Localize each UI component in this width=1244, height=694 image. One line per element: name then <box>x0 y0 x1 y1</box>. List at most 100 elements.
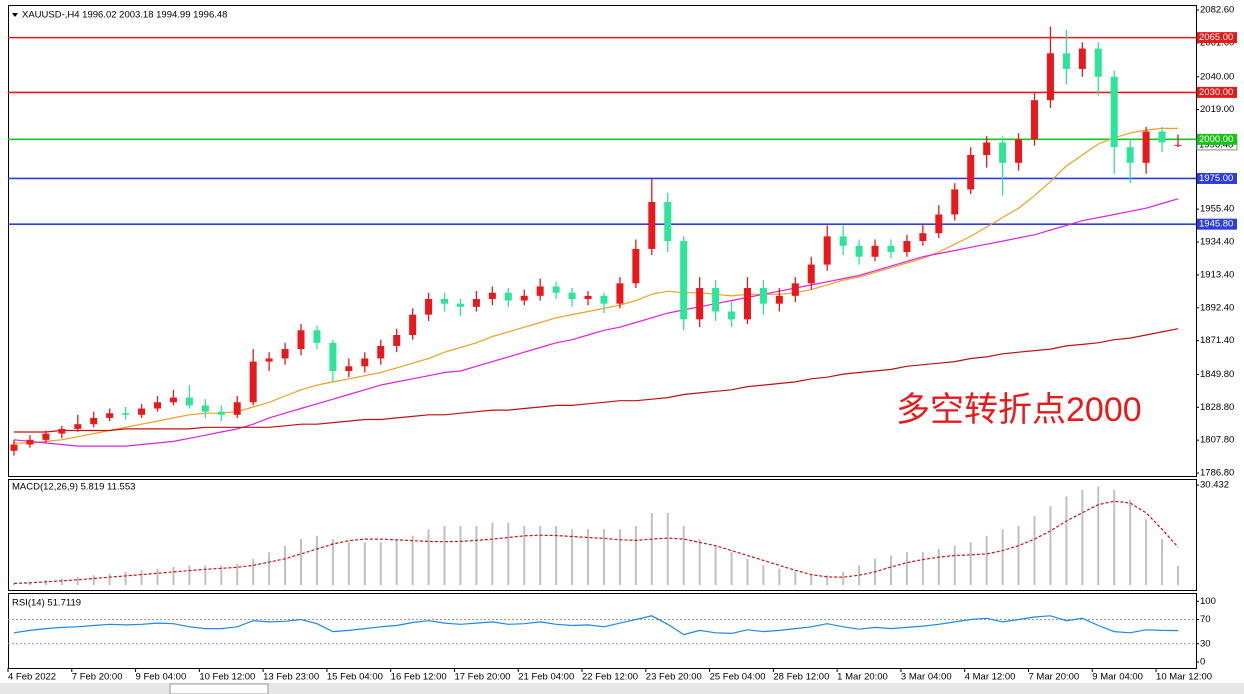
y-tick-label: 1913.40 <box>1200 269 1234 280</box>
candle-body <box>345 366 353 371</box>
level-tag <box>1197 32 1237 44</box>
level-label: 1975.00 <box>1199 173 1233 184</box>
candle-body <box>919 233 927 242</box>
candle-body <box>409 314 417 335</box>
candle-body <box>951 189 959 215</box>
candle-body <box>855 245 863 257</box>
candle-body <box>1158 131 1166 143</box>
candle-body <box>74 424 82 429</box>
y-tick-label: 100 <box>1200 596 1216 607</box>
candle-body <box>632 248 640 284</box>
candle-body <box>265 358 273 362</box>
candle-body <box>472 298 480 307</box>
candle-body <box>1046 53 1054 101</box>
indicator-line <box>13 500 1179 584</box>
rsi-panel <box>8 593 1197 669</box>
x-tick-label: 7 Mar 20:00 <box>1028 672 1079 683</box>
candle-body <box>488 292 496 299</box>
candle-body <box>313 330 321 343</box>
y-tick-label: 70 <box>1200 614 1211 625</box>
candle-body <box>1142 131 1150 163</box>
main-panel <box>8 5 1197 477</box>
y-tick-label: 2040.00 <box>1200 71 1234 82</box>
level-label: 2065.00 <box>1199 32 1233 43</box>
candle-body <box>807 264 815 284</box>
indicator-line <box>13 615 1179 636</box>
macd-title: MACD(12,26,9) 5.819 11.553 <box>12 482 135 493</box>
candle-body <box>823 236 831 265</box>
y-tick-label: 1807.80 <box>1200 435 1234 446</box>
y-tick-label: 30 <box>1200 638 1211 649</box>
y-tick-label: 1786.80 <box>1200 468 1234 479</box>
x-tick-label: 25 Feb 04:00 <box>710 672 766 683</box>
indicator-line <box>14 127 1178 444</box>
y-tick-label: 1828.80 <box>1200 402 1234 413</box>
level-tag <box>1197 133 1237 145</box>
candle-body <box>536 286 544 296</box>
candle-body <box>138 408 146 415</box>
candle-body <box>935 214 943 234</box>
tab-strip <box>0 683 1244 694</box>
x-tick-label: 23 Feb 20:00 <box>646 672 702 683</box>
candle-body <box>361 358 369 367</box>
main-title: XAUUSD-,H4 1996.02 2003.18 1994.99 1996.… <box>22 10 227 21</box>
candle-body <box>122 413 130 415</box>
x-tick-label: 16 Feb 12:00 <box>391 672 447 683</box>
candle-body <box>90 417 98 425</box>
candle-body <box>393 334 401 346</box>
level-tag <box>1197 218 1237 230</box>
candle-body <box>664 201 672 242</box>
candle-body <box>201 405 209 412</box>
candle-body <box>10 444 18 451</box>
x-tick-label: 4 Mar 12:00 <box>965 672 1016 683</box>
candle-body <box>1094 48 1102 77</box>
level-tag <box>1197 172 1237 184</box>
candle-body <box>967 154 975 190</box>
x-tick-label: 13 Feb 23:00 <box>263 672 319 683</box>
x-tick-label: 4 Feb 2022 <box>8 672 56 683</box>
candle-body <box>903 241 911 253</box>
x-tick-label: 1 Mar 20:00 <box>837 672 888 683</box>
level-label: 2030.00 <box>1199 87 1233 98</box>
candle-body <box>106 413 114 418</box>
candle-body <box>1015 139 1023 163</box>
candle-body <box>999 142 1007 163</box>
candle-body <box>791 283 799 296</box>
level-label: 1945.80 <box>1199 219 1233 230</box>
annotation: 多空转折点2000 <box>896 391 1142 429</box>
candle-body <box>1030 100 1038 140</box>
y-tick-label: 1892.40 <box>1200 302 1234 313</box>
last-price-label: 1996.48 <box>1199 139 1233 150</box>
macd-panel <box>8 479 1197 591</box>
menu-arrow[interactable] <box>12 13 18 17</box>
candle-body <box>233 402 241 415</box>
level-tag <box>1197 86 1237 98</box>
candle-body <box>520 295 528 301</box>
candle-body <box>26 439 34 445</box>
candle-body <box>568 292 576 299</box>
level-label: 2000.00 <box>1199 134 1233 145</box>
tab[interactable] <box>169 683 269 694</box>
candle-body <box>58 428 66 434</box>
candle-body <box>839 236 847 246</box>
candle-body <box>1126 147 1134 163</box>
candle-body <box>42 433 50 440</box>
candle-body <box>185 397 193 406</box>
indicator-line <box>13 198 1179 447</box>
candle-body <box>1062 53 1070 69</box>
candle-body <box>297 330 305 350</box>
x-tick-label: 21 Feb 04:00 <box>518 672 574 683</box>
candle-body <box>600 295 608 304</box>
x-tick-label: 3 Mar 04:00 <box>901 672 952 683</box>
candle-body <box>887 245 895 253</box>
candle-body <box>377 345 385 359</box>
y-tick-label: 2019.00 <box>1200 104 1234 115</box>
candle-body <box>281 349 289 359</box>
y-tick-label: 0 <box>1200 656 1205 667</box>
candle-body <box>648 201 656 249</box>
x-tick-label: 28 Feb 12:00 <box>773 672 829 683</box>
candle-body <box>169 397 177 403</box>
x-tick-label: 9 Mar 04:00 <box>1092 672 1143 683</box>
